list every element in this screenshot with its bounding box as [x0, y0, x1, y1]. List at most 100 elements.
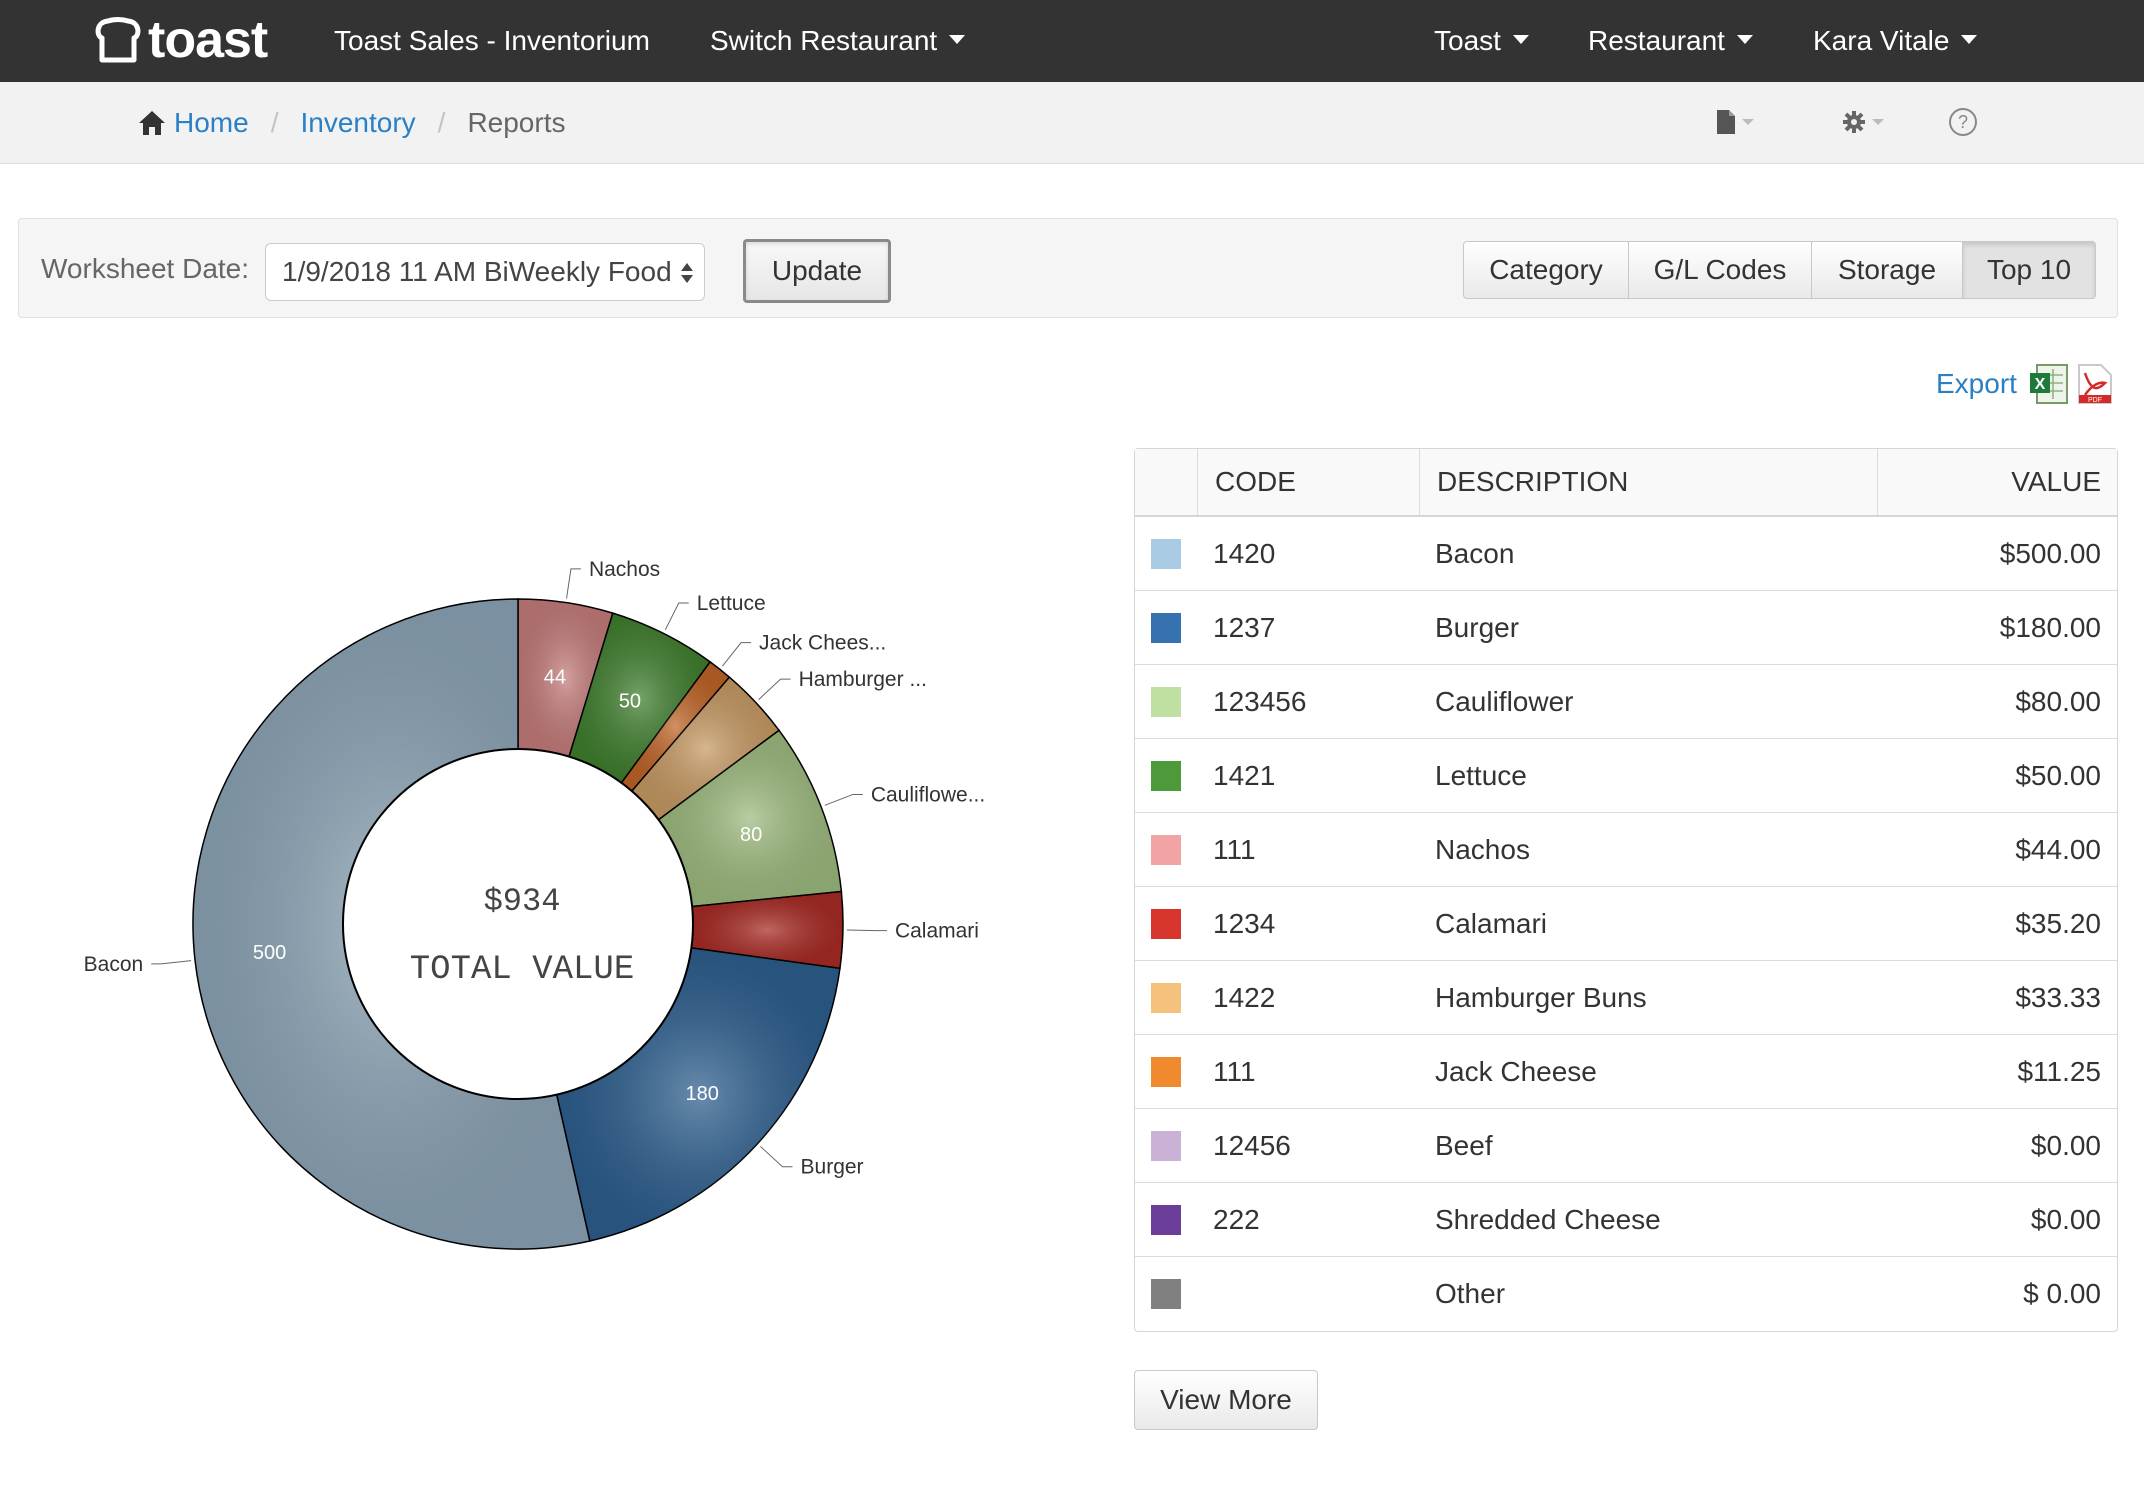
table-body: 1420 Bacon $500.00 1237 Burger $180.00 12345…: [1135, 517, 2117, 1331]
color-swatch: [1151, 1131, 1181, 1161]
breadcrumb: Home / Inventory / Reports: [138, 82, 565, 164]
cell-value: $80.00: [2015, 686, 2101, 717]
leader-line: [846, 929, 887, 932]
table-header: CODE DESCRIPTION VALUE: [1135, 449, 2117, 517]
chart-center-value: $934: [484, 883, 561, 920]
column-divider: [1877, 449, 1878, 515]
table-row[interactable]: 1422 Hamburger Buns $33.33: [1135, 961, 2117, 1035]
column-header-code[interactable]: CODE: [1215, 466, 1296, 497]
breadcrumb-home[interactable]: Home: [174, 107, 249, 138]
top-navbar: toast Toast Sales - Inventorium Switch R…: [0, 0, 2144, 82]
color-swatch: [1151, 613, 1181, 643]
cell-value: $44.00: [2015, 834, 2101, 865]
color-swatch: [1151, 1057, 1181, 1087]
user-menu-label: Kara Vitale: [1813, 25, 1950, 56]
view-storage-button[interactable]: Storage: [1811, 241, 1963, 299]
view-gl-codes-button[interactable]: G/L Codes: [1628, 241, 1812, 299]
restaurant-menu[interactable]: Restaurant: [1588, 0, 1753, 82]
chart-center-label: TOTAL VALUE: [410, 951, 634, 989]
cell-value: $500.00: [1999, 538, 2101, 569]
home-icon[interactable]: [138, 110, 166, 136]
export-area: Export X PDF: [1936, 360, 2113, 408]
svg-text:PDF: PDF: [2088, 397, 2102, 404]
chevron-down-icon: [1742, 119, 1754, 125]
breadcrumb-inventory[interactable]: Inventory: [300, 107, 416, 138]
switch-restaurant-label: Switch Restaurant: [710, 25, 938, 56]
toast-menu-label: Toast: [1434, 25, 1501, 56]
leader-line: [566, 568, 581, 599]
chevron-down-icon: [1512, 35, 1529, 45]
cell-description: Nachos: [1435, 834, 1530, 865]
top10-table: CODE DESCRIPTION VALUE 1420 Bacon $500.00 …: [1134, 448, 2118, 1332]
toast-menu[interactable]: Toast: [1434, 0, 1529, 82]
chevron-down-icon: [1872, 119, 1884, 125]
chevron-down-icon: [1736, 35, 1753, 45]
chevron-down-icon: [949, 35, 966, 45]
slice-name-label: Hamburger ...: [799, 668, 927, 691]
cell-value: $35.20: [2015, 908, 2101, 939]
cell-description: Lettuce: [1435, 760, 1527, 791]
update-button[interactable]: Update: [743, 239, 891, 303]
table-row[interactable]: 1420 Bacon $500.00: [1135, 517, 2117, 591]
table-row[interactable]: 222 Shredded Cheese $0.00: [1135, 1183, 2117, 1257]
view-top10-button[interactable]: Top 10: [1962, 241, 2096, 299]
user-menu[interactable]: Kara Vitale: [1813, 0, 1978, 82]
restaurant-menu-label: Restaurant: [1588, 25, 1725, 56]
slice-name-label: Calamari: [895, 920, 979, 943]
file-icon: [1717, 110, 1735, 134]
color-swatch: [1151, 1205, 1181, 1235]
view-more-button[interactable]: View More: [1134, 1370, 1318, 1430]
worksheet-date-select[interactable]: 1/9/2018 11 AM BiWeekly Food: [265, 243, 705, 301]
cell-code: 222: [1213, 1204, 1260, 1235]
file-menu[interactable]: [1716, 104, 1754, 140]
slice-value-label: 180: [686, 1083, 719, 1105]
column-header-value[interactable]: VALUE: [2011, 466, 2101, 497]
breadcrumb-separator: /: [270, 107, 279, 138]
cell-value: $0.00: [2030, 1130, 2101, 1161]
cell-code: 111: [1213, 834, 1256, 865]
cell-value: $ 0.00: [2023, 1278, 2101, 1309]
leader-line: [151, 960, 192, 965]
switch-restaurant-menu[interactable]: Switch Restaurant: [710, 0, 966, 82]
cell-description: Calamari: [1435, 908, 1548, 939]
leader-line: [824, 793, 863, 806]
help-button[interactable]: ?: [1948, 104, 1978, 140]
pdf-icon[interactable]: PDF: [2075, 363, 2113, 405]
cell-code: 111: [1213, 1056, 1256, 1087]
toast-logo[interactable]: toast: [94, 10, 268, 70]
excel-icon[interactable]: X: [2029, 363, 2069, 405]
app-name[interactable]: Toast Sales - Inventorium: [334, 25, 650, 56]
table-row[interactable]: 1237 Burger $180.00: [1135, 591, 2117, 665]
export-link[interactable]: Export: [1936, 368, 2017, 399]
table-row[interactable]: 111 Jack Cheese $11.25: [1135, 1035, 2117, 1109]
table-row[interactable]: 123456 Cauliflower $80.00: [1135, 665, 2117, 739]
cell-description: Cauliflower: [1435, 686, 1574, 717]
settings-menu[interactable]: [1842, 104, 1884, 140]
chevron-down-icon: [1961, 35, 1978, 45]
donut-chart-svg: 44 Nachos 50 Lettuce Jack Chees... Hamburger …: [84, 558, 985, 1250]
svg-text:?: ?: [1958, 112, 1968, 132]
select-arrows-icon: [681, 263, 693, 283]
column-header-description[interactable]: DESCRIPTION: [1437, 466, 1629, 497]
cell-value: $11.25: [2017, 1056, 2101, 1087]
slice-value-label: 50: [619, 690, 641, 712]
toast-logo-icon: [95, 17, 141, 63]
cell-description: Bacon: [1435, 538, 1515, 569]
worksheet-panel: Worksheet Date: 1/9/2018 11 AM BiWeekly …: [18, 218, 2118, 318]
cell-value: $0.00: [2030, 1204, 2101, 1235]
table-row[interactable]: 12456 Beef $0.00: [1135, 1109, 2117, 1183]
table-row[interactable]: 1421 Lettuce $50.00: [1135, 739, 2117, 813]
breadcrumb-bar: Home / Inventory / Reports: [0, 82, 2144, 164]
table-row[interactable]: Other $ 0.00: [1135, 1257, 2117, 1331]
leader-line: [664, 602, 689, 631]
cell-code: 1237: [1213, 612, 1276, 643]
cell-code: 1421: [1213, 760, 1276, 791]
column-divider: [1419, 449, 1420, 515]
cell-value: $33.33: [2015, 982, 2101, 1013]
table-row[interactable]: 111 Nachos $44.00: [1135, 813, 2117, 887]
view-category-button[interactable]: Category: [1463, 241, 1629, 299]
table-row[interactable]: 1234 Calamari $35.20: [1135, 887, 2117, 961]
color-swatch: [1151, 1279, 1181, 1309]
cell-code: 123456: [1213, 686, 1307, 717]
help-icon: ?: [1949, 108, 1977, 136]
